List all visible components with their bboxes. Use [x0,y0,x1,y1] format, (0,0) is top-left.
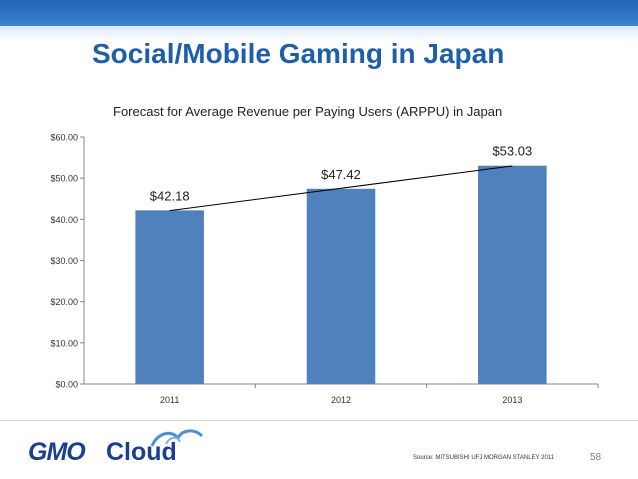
y-tick-label: $0.00 [55,380,78,390]
header-band-fade [0,26,638,42]
data-label: $53.03 [492,144,532,159]
slide-title: Social/Mobile Gaming in Japan [92,38,505,69]
y-tick-label: $50.00 [50,174,78,184]
y-tick-label: $10.00 [50,338,78,348]
logo-cloud-text: Cloud [106,438,177,466]
bar [135,210,204,384]
bar [306,188,376,384]
gmo-cloud-logo: GMO Cloud [28,428,208,468]
y-tick-label: $30.00 [50,256,78,266]
x-tick-label: 2012 [331,395,351,405]
bar [478,165,547,384]
source-note: Source: MITSUBISHI UFJ MORGAN STANLEY 20… [413,455,555,461]
slide-number: 58 [590,452,602,463]
arppu-bar-chart: $0.00 $10.00 $20.00 $30.00 $40.00 $50.00 $60.0… [50,133,599,405]
data-label: $47.42 [321,167,361,182]
chart-title: Forecast for Average Revenue per Paying … [113,104,503,119]
y-tick-label: $20.00 [50,297,78,307]
x-tick-label: 2011 [160,395,179,405]
logo-gmo-text: GMO [28,438,86,466]
header-band [0,0,638,26]
data-label: $42.18 [150,188,190,203]
cloud-swirl-icon [150,429,204,447]
y-tick-label: $60.00 [50,133,78,143]
footer-divider [0,420,638,421]
x-tick-label: 2013 [502,395,522,405]
y-tick-label: $40.00 [50,215,78,225]
trendline [169,165,513,212]
